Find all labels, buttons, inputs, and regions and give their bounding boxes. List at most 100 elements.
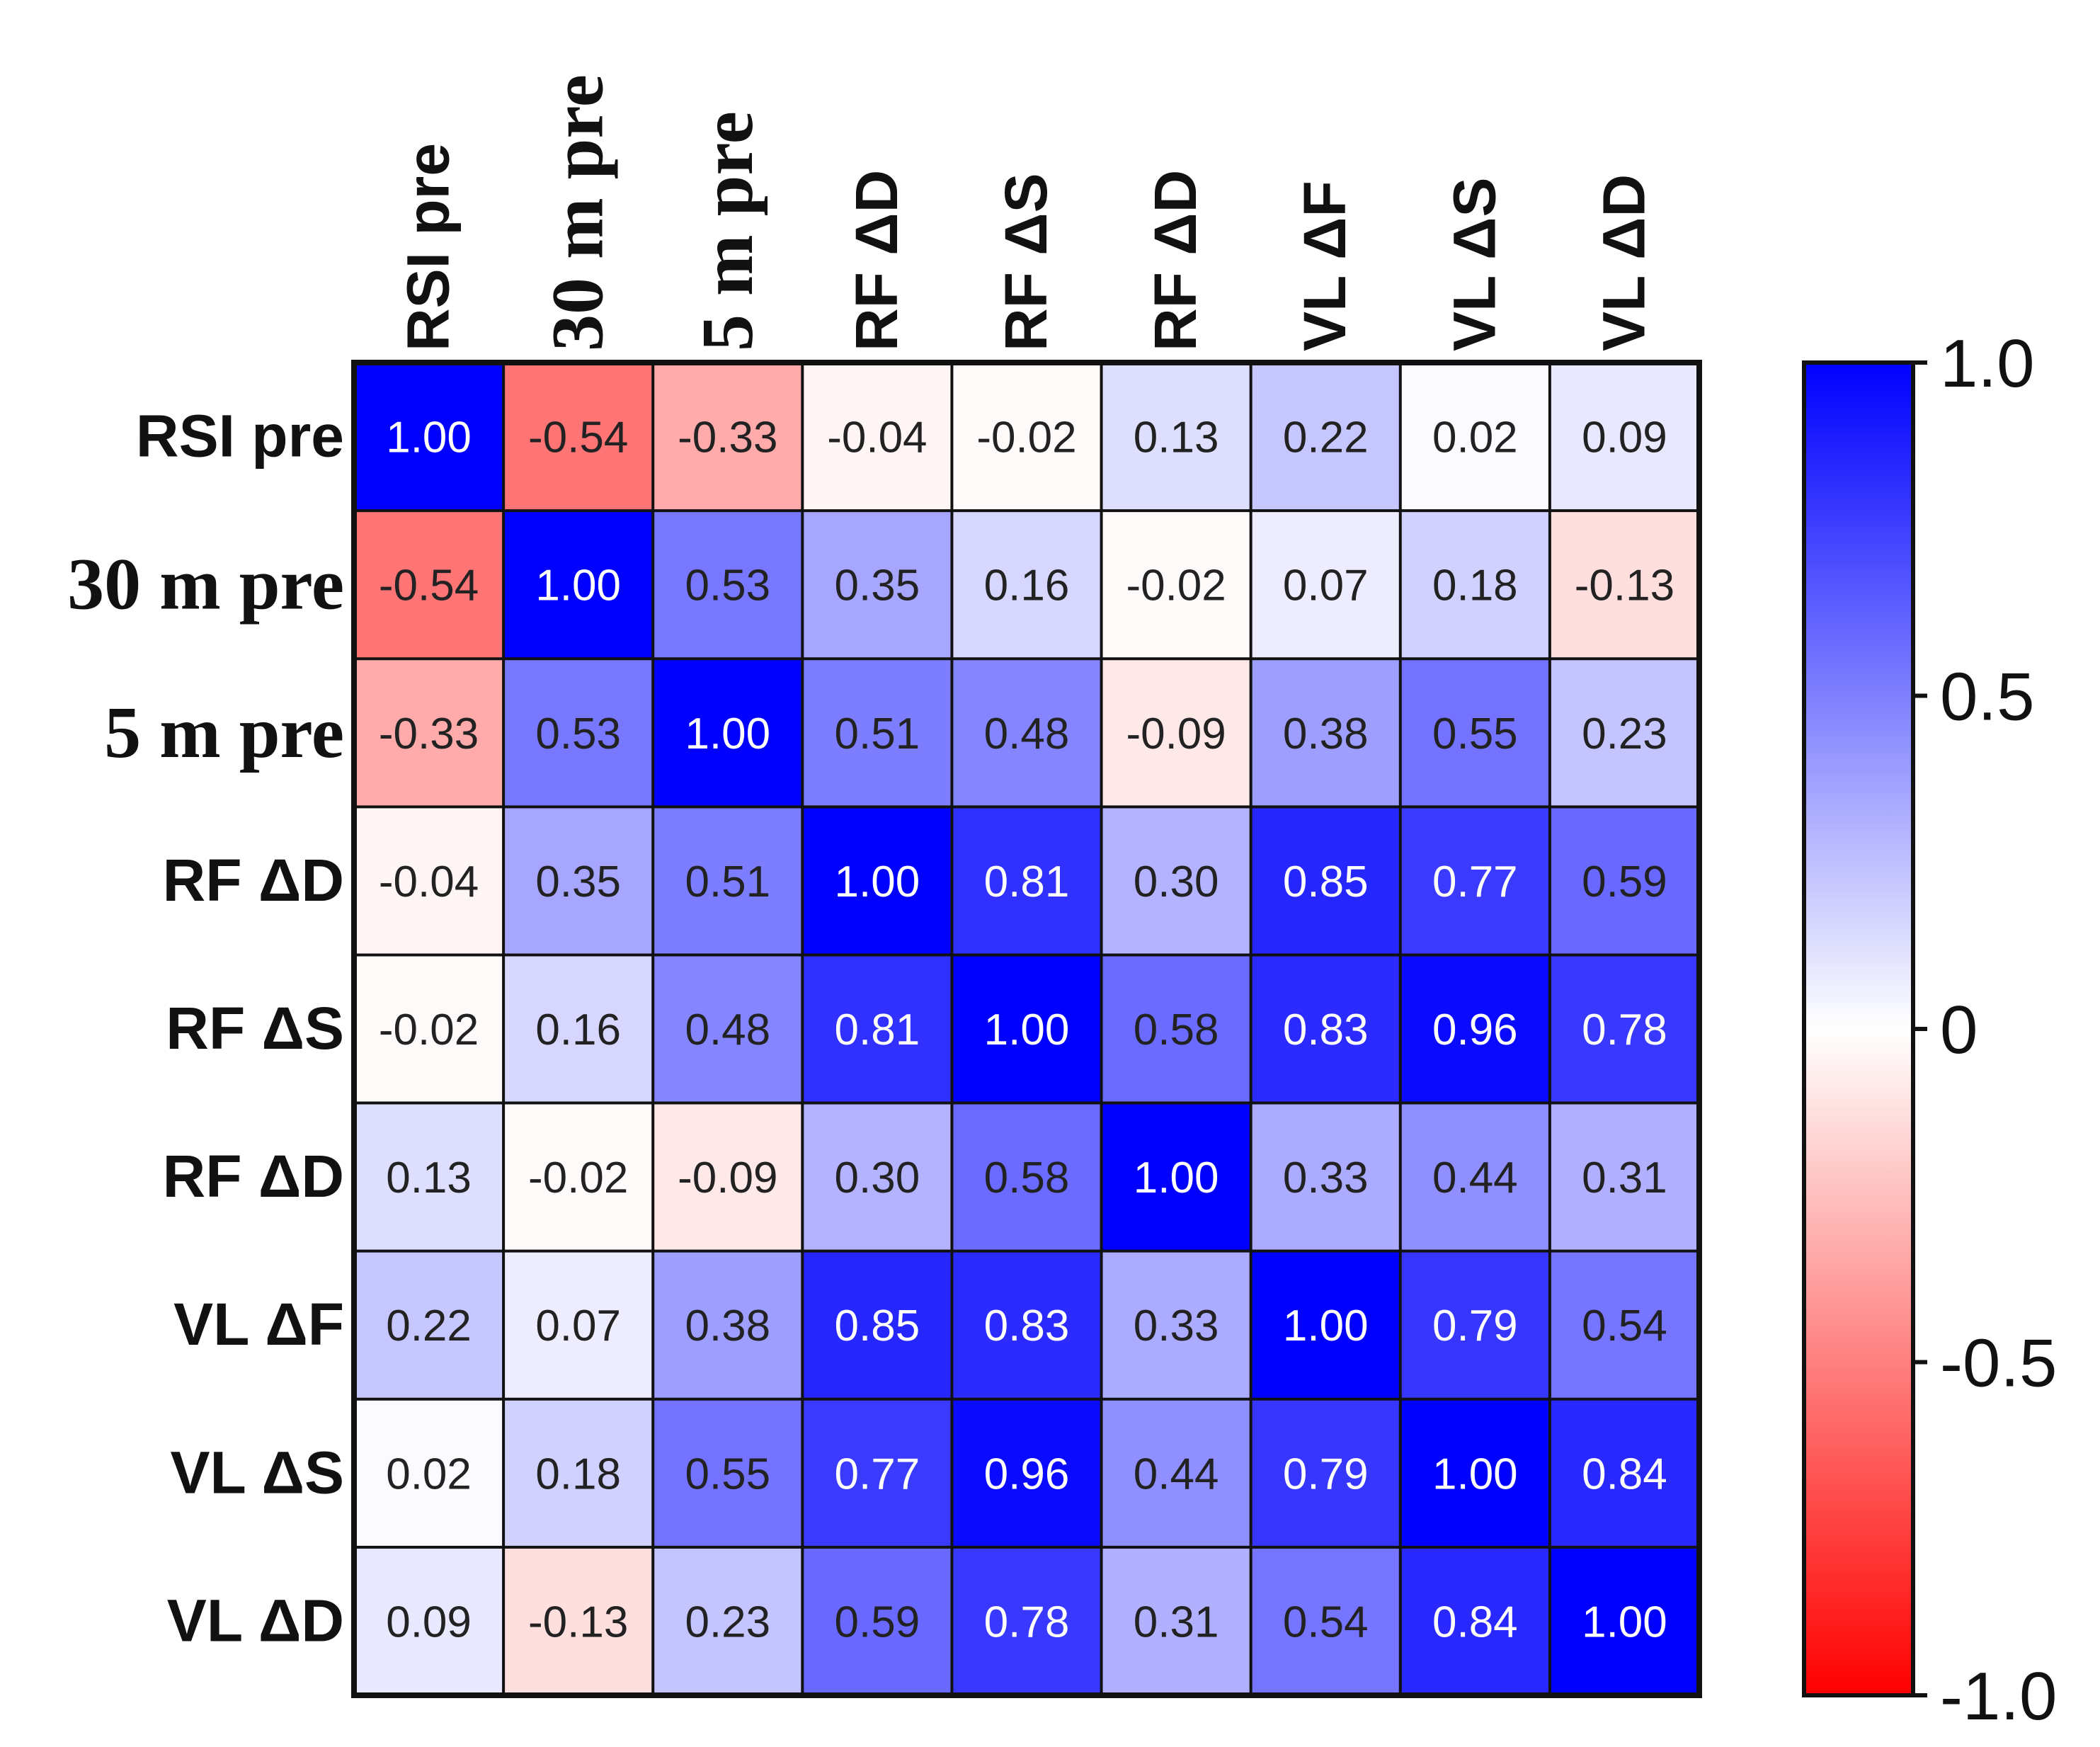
heatmap-cell bbox=[503, 1251, 654, 1400]
heatmap-cell bbox=[1549, 1251, 1700, 1400]
heatmap-cell bbox=[1250, 363, 1401, 511]
heatmap-cell bbox=[653, 1103, 803, 1252]
cell-value-label: 0.23 bbox=[1582, 710, 1667, 758]
cell-value-label: 0.81 bbox=[984, 858, 1070, 906]
heatmap-cell bbox=[952, 659, 1102, 807]
row-labels: RSI pre 30 m pre 5 m pre RF ΔD RF ΔS RF ΔD VL … bbox=[67, 403, 344, 1654]
colorbar-tick-label: 0 bbox=[1940, 992, 1978, 1068]
cell-value-label: 1.00 bbox=[535, 562, 621, 610]
heatmap-cell bbox=[802, 659, 952, 807]
cell-value-label: 0.51 bbox=[685, 858, 770, 906]
column-label: 5 m pre bbox=[687, 111, 768, 351]
cell-value-label: 1.00 bbox=[1283, 1302, 1369, 1350]
row-label: 30 m pre bbox=[67, 544, 344, 625]
heatmap-cell bbox=[354, 955, 504, 1104]
cell-value-label: 0.22 bbox=[1283, 414, 1369, 462]
heatmap-cell bbox=[1400, 363, 1551, 511]
cell-value-label: 0.13 bbox=[386, 1154, 472, 1202]
heatmap-cell bbox=[952, 1251, 1102, 1400]
cell-value-label: 0.38 bbox=[685, 1302, 770, 1350]
heatmap-cell bbox=[802, 1547, 952, 1696]
row-label: RF ΔD bbox=[163, 847, 344, 914]
heatmap-cell bbox=[1400, 1547, 1551, 1696]
heatmap-cell bbox=[802, 1251, 952, 1400]
heatmap-cell bbox=[1549, 659, 1700, 807]
heatmap-cell bbox=[1101, 1399, 1252, 1548]
heatmap-cell bbox=[1101, 1103, 1252, 1252]
cell-value-label: 0.59 bbox=[1582, 858, 1667, 906]
colorbar-tick-label: -0.5 bbox=[1940, 1326, 2057, 1401]
heatmap-cell bbox=[653, 363, 803, 511]
cell-value-label: 0.53 bbox=[685, 562, 770, 610]
cell-value-label: 0.31 bbox=[1134, 1598, 1219, 1646]
heatmap-cell bbox=[1101, 1251, 1252, 1400]
cell-value-label: 0.53 bbox=[535, 710, 621, 758]
heatmap-cell bbox=[1549, 511, 1700, 659]
heatmap-cell bbox=[952, 955, 1102, 1104]
row-label: RF ΔD bbox=[163, 1143, 344, 1210]
cell-value-label: -0.13 bbox=[528, 1598, 628, 1646]
cell-value-label: 0.30 bbox=[1134, 858, 1219, 906]
cell-value-label: 0.58 bbox=[1134, 1006, 1219, 1054]
column-label: VL ΔF bbox=[1291, 181, 1358, 351]
heatmap-cell bbox=[1549, 1399, 1700, 1548]
column-label: VL ΔD bbox=[1590, 174, 1657, 351]
cell-value-label: 0.22 bbox=[386, 1302, 472, 1350]
heatmap-cell bbox=[1101, 1547, 1252, 1696]
heatmap-cell bbox=[1250, 1547, 1401, 1696]
heatmap-cell bbox=[653, 511, 803, 659]
cell-value-label: -0.33 bbox=[678, 414, 777, 462]
heatmap-cell bbox=[653, 955, 803, 1104]
cell-value-label: 0.55 bbox=[1432, 710, 1518, 758]
heatmap-cell bbox=[1250, 955, 1401, 1104]
cell-value-label: 1.00 bbox=[1432, 1450, 1518, 1498]
cell-value-label: 0.33 bbox=[1134, 1302, 1219, 1350]
heatmap-cell bbox=[653, 1251, 803, 1400]
heatmap-cell bbox=[503, 659, 654, 807]
row-label: RSI pre bbox=[136, 403, 344, 470]
colorbar-gradient bbox=[1802, 360, 1915, 1697]
heatmap-cell bbox=[1400, 1251, 1551, 1400]
heatmap-cell bbox=[1101, 659, 1252, 807]
heatmap-cell bbox=[1250, 1251, 1401, 1400]
heatmap-cell bbox=[1549, 363, 1700, 511]
heatmap-cell bbox=[1400, 955, 1551, 1104]
cell-value-label: 0.02 bbox=[386, 1450, 472, 1498]
heatmap-frame bbox=[351, 360, 1702, 1698]
cell-value-label: 0.85 bbox=[835, 1302, 920, 1350]
heatmap-cell bbox=[653, 807, 803, 955]
heatmap-cell bbox=[1400, 511, 1551, 659]
heatmap-cell bbox=[952, 807, 1102, 955]
cell-value-label: 1.00 bbox=[984, 1006, 1070, 1054]
row-label: VL ΔD bbox=[167, 1587, 344, 1654]
cell-value-label: 0.09 bbox=[386, 1598, 472, 1646]
heatmap-cell bbox=[354, 511, 504, 659]
heatmap-cell bbox=[1549, 1547, 1700, 1696]
row-label: VL ΔS bbox=[170, 1439, 344, 1506]
heatmap-cell bbox=[1549, 1103, 1700, 1252]
cell-value-label: 1.00 bbox=[835, 858, 920, 906]
heatmap-cell bbox=[1250, 511, 1401, 659]
heatmap-cell bbox=[802, 363, 952, 511]
cell-value-label: 0.51 bbox=[835, 710, 920, 758]
heatmap-cell bbox=[354, 1251, 504, 1400]
heatmap-cell bbox=[1101, 511, 1252, 659]
heatmap-cell bbox=[1250, 659, 1401, 807]
cell-value-label: 0.78 bbox=[984, 1598, 1070, 1646]
heatmap-cell bbox=[354, 659, 504, 807]
cell-value-label: 0.16 bbox=[535, 1006, 621, 1054]
cell-value-label: 0.54 bbox=[1283, 1598, 1369, 1646]
colorbar-tick-label: 1.0 bbox=[1940, 326, 2034, 402]
cell-value-label: 0.44 bbox=[1432, 1154, 1518, 1202]
heatmap-cell bbox=[1400, 807, 1551, 955]
heatmap-cell bbox=[503, 1547, 654, 1696]
cell-value-label: 0.18 bbox=[535, 1450, 621, 1498]
heatmap-cells bbox=[354, 363, 1700, 1696]
cell-value-label: -0.54 bbox=[528, 414, 628, 462]
heatmap-cell bbox=[503, 955, 654, 1104]
heatmap-cell bbox=[354, 1103, 504, 1252]
column-label: 30 m pre bbox=[537, 74, 619, 351]
cell-value-label: -0.04 bbox=[827, 414, 927, 462]
cell-value-label: 0.48 bbox=[984, 710, 1070, 758]
